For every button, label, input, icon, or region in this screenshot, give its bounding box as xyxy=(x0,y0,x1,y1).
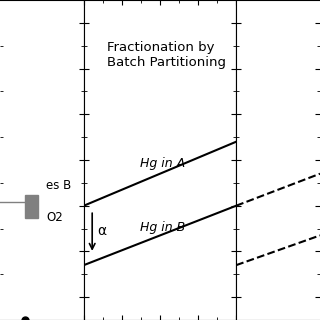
Bar xyxy=(25,195,38,218)
Text: es B: es B xyxy=(46,179,71,192)
Text: Hg in B: Hg in B xyxy=(140,221,186,234)
Text: Hg in A: Hg in A xyxy=(140,157,186,170)
Text: O2: O2 xyxy=(46,211,63,224)
Text: Fractionation by
Batch Partitioning: Fractionation by Batch Partitioning xyxy=(107,41,226,69)
Text: α: α xyxy=(97,224,106,238)
